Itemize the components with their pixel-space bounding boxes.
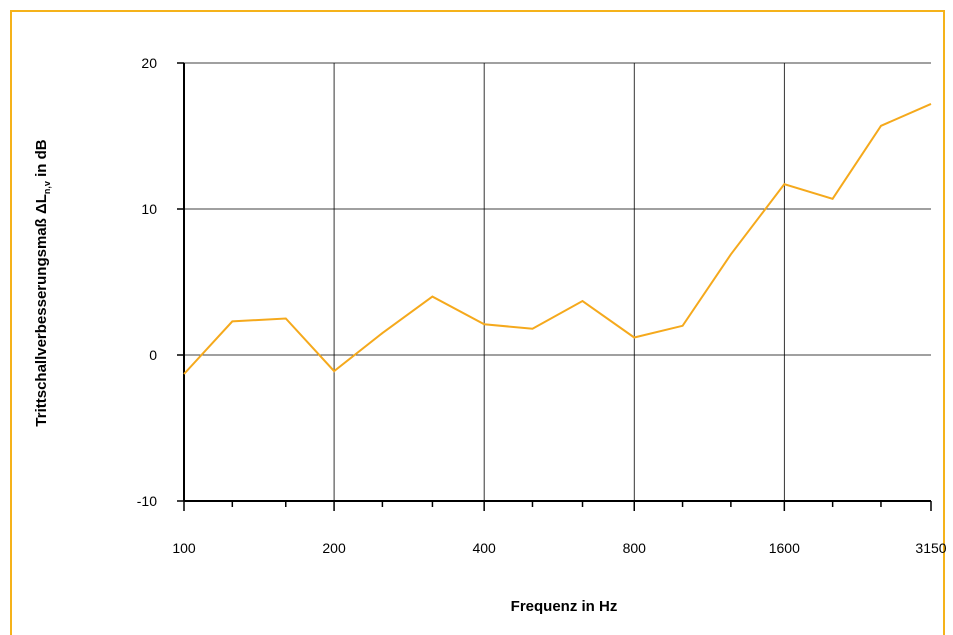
y-axis-label: Trittschallverbesserungsmaß ΔLn,v in dB: [33, 139, 52, 426]
data-series: [183, 102, 932, 375]
x-tick-label: 3150: [915, 540, 946, 556]
x-tick-label: 800: [623, 540, 647, 556]
series-line: [183, 102, 932, 375]
y-axis-label-subscript: n,v: [42, 181, 52, 194]
y-tick-label: 10: [141, 201, 157, 217]
chart-frame: [10, 10, 945, 635]
y-tick-label: 20: [141, 55, 157, 71]
x-tick-label: 400: [472, 540, 496, 556]
y-axis-label-prefix: Trittschallverbesserungsmaß ΔL: [33, 194, 50, 427]
grid-lines: [184, 62, 931, 501]
x-tick-label: 100: [172, 540, 196, 556]
y-axis-label-suffix: in dB: [33, 139, 50, 181]
x-tick-label: 200: [322, 540, 346, 556]
x-axis-label: Frequenz in Hz: [511, 598, 618, 615]
x-tick-label: 1600: [769, 540, 800, 556]
axes: [177, 62, 932, 511]
y-tick-label: -10: [137, 493, 157, 509]
y-tick-label: 0: [149, 347, 157, 363]
